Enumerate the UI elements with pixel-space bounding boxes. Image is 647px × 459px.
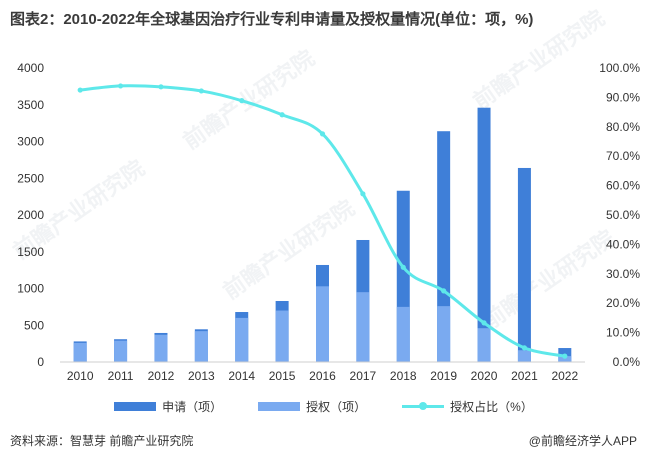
- ratio-point[interactable]: [198, 88, 204, 94]
- right-tick-label: 60.0%: [606, 179, 640, 193]
- grant-bar[interactable]: [275, 310, 289, 362]
- right-tick-label: 10.0%: [606, 326, 640, 340]
- left-tick-label: 4000: [17, 61, 44, 75]
- grant-bar[interactable]: [73, 342, 87, 362]
- ratio-point[interactable]: [360, 191, 366, 197]
- watermark-text: 前瞻产业研究院: [479, 225, 620, 334]
- grant-bar[interactable]: [235, 317, 249, 362]
- legend-item-ratio[interactable]: 授权占比（%）: [402, 398, 533, 415]
- watermark-text: 前瞻产业研究院: [179, 45, 320, 154]
- grant-bar[interactable]: [316, 286, 329, 362]
- ratio-point[interactable]: [239, 98, 245, 104]
- legend-swatch-applications: [114, 402, 157, 411]
- right-tick-label: 100.0%: [599, 61, 640, 75]
- application-bar[interactable]: [517, 167, 531, 362]
- x-tick-label: 2016: [309, 369, 336, 383]
- ratio-point[interactable]: [279, 112, 285, 118]
- ratio-point[interactable]: [562, 353, 568, 359]
- ratio-point[interactable]: [441, 288, 447, 294]
- source-note: 资料来源：智慧芽 前瞻产业研究院: [10, 434, 194, 448]
- brand-note: @前瞻经济学人APP: [528, 434, 637, 448]
- x-tick-label: 2010: [67, 369, 94, 383]
- grant-bars: [73, 286, 572, 362]
- right-tick-label: 0.0%: [613, 355, 641, 369]
- x-tick-label: 2013: [188, 369, 215, 383]
- x-tick-label: 2014: [228, 369, 255, 383]
- x-axis-labels: 2010 2011 2012 2013 2014 2015 2016 2017 2018 2019…: [67, 369, 579, 383]
- right-axis-ticks: 0.0% 10.0% 20.0% 30.0% 40.0% 50.0% 60.0% 70.0% 8…: [599, 61, 640, 369]
- right-tick-label: 20.0%: [606, 296, 640, 310]
- ratio-point[interactable]: [117, 83, 124, 89]
- legend-item-applications[interactable]: 申请（项）: [114, 398, 222, 415]
- grant-bar[interactable]: [558, 356, 572, 362]
- grant-bar[interactable]: [477, 328, 491, 362]
- legend-label-grants: 授权（项）: [306, 400, 367, 414]
- right-tick-label: 70.0%: [606, 149, 640, 163]
- grant-bar[interactable]: [154, 334, 168, 362]
- ratio-point[interactable]: [319, 131, 326, 137]
- legend: 申请（项） 授权（项） 授权占比（%）: [0, 398, 647, 415]
- chart-title: 图表2：2010-2022年全球基因治疗行业专利申请量及授权量情况(单位：项，%…: [10, 11, 534, 28]
- grant-bar[interactable]: [517, 350, 531, 362]
- application-bar[interactable]: [437, 131, 451, 362]
- grant-bar[interactable]: [194, 331, 208, 362]
- legend-label-ratio: 授权占比（%）: [450, 400, 533, 414]
- ratio-point[interactable]: [521, 345, 528, 351]
- x-tick-label: 2015: [269, 369, 296, 383]
- watermark-text: 前瞻产业研究院: [469, 5, 610, 114]
- x-tick-label: 2022: [551, 369, 578, 383]
- x-tick-label: 2021: [511, 369, 538, 383]
- left-axis-ticks: 0 500 1000 1500 2000 2500 3000 3500 4000: [17, 61, 44, 369]
- ratio-point[interactable]: [77, 87, 83, 93]
- x-tick-label: 2019: [430, 369, 457, 383]
- ratio-point[interactable]: [481, 320, 487, 326]
- grant-bar[interactable]: [114, 340, 128, 362]
- left-tick-label: 2000: [17, 208, 44, 222]
- x-tick-label: 2011: [108, 369, 134, 383]
- right-tick-label: 30.0%: [606, 267, 640, 281]
- left-tick-label: 3000: [17, 135, 44, 149]
- right-tick-label: 40.0%: [606, 237, 640, 251]
- x-tick-label: 2012: [148, 369, 175, 383]
- watermark-text: 前瞻产业研究院: [219, 195, 360, 304]
- ratio-point[interactable]: [158, 84, 164, 90]
- legend-swatch-ratio: [402, 402, 445, 410]
- ratio-points: [77, 83, 568, 359]
- legend-label-applications: 申请（项）: [162, 400, 223, 414]
- grant-bar[interactable]: [396, 306, 410, 362]
- grant-bar[interactable]: [356, 292, 370, 362]
- application-bar[interactable]: [477, 107, 491, 362]
- left-tick-label: 1000: [17, 282, 44, 296]
- x-tick-label: 2018: [390, 369, 417, 383]
- right-tick-label: 90.0%: [606, 90, 640, 104]
- x-tick-label: 2020: [471, 369, 498, 383]
- left-tick-label: 2500: [17, 171, 44, 185]
- right-tick-label: 80.0%: [606, 120, 640, 134]
- left-tick-label: 0: [37, 355, 44, 369]
- legend-swatch-grants: [258, 402, 301, 411]
- left-tick-label: 500: [24, 318, 44, 332]
- right-tick-label: 50.0%: [606, 208, 640, 222]
- x-tick-label: 2017: [350, 369, 377, 383]
- left-tick-label: 1500: [17, 245, 44, 259]
- left-tick-label: 3500: [17, 98, 44, 112]
- grant-bar[interactable]: [437, 306, 451, 362]
- ratio-point[interactable]: [400, 264, 406, 270]
- legend-item-grants[interactable]: 授权（项）: [258, 398, 366, 415]
